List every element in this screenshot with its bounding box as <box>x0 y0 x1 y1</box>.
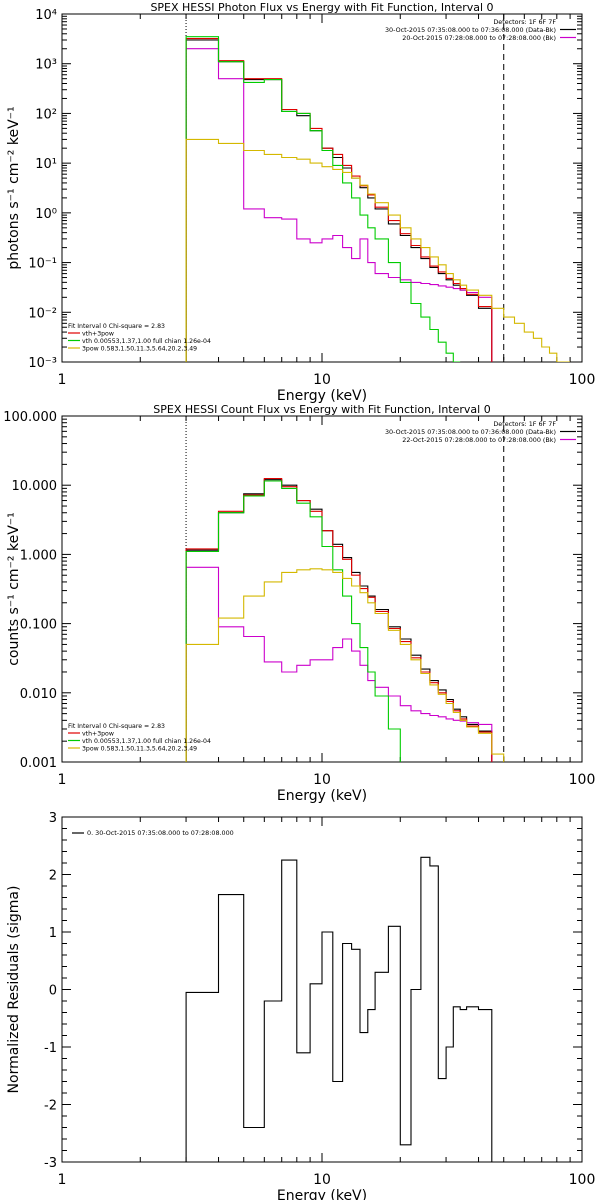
legend-top-entry: 30-Oct-2015 07:35:08.000 to 07:36:08.000… <box>385 428 556 436</box>
legend-bottom-entry: vth+3pow <box>82 731 114 738</box>
y-tick-label: 3 <box>49 811 57 826</box>
legend-bottom-entry: 3pow 0.583,1.50,11.3,5.64,20.2,3.49 <box>82 346 197 353</box>
y-axis-label: Normalized Residuals (sigma) <box>6 886 22 1094</box>
x-axis-label: Energy (keV) <box>277 1188 367 1200</box>
y-tick-label: 10² <box>35 107 57 122</box>
x-tick-label: 100 <box>569 772 596 788</box>
legend-top-entry: 0. 30-Oct-2015 07:35:08.000 to 07:28:08.… <box>87 829 234 837</box>
y-tick-label: 10⁻² <box>28 306 57 321</box>
y-tick-label: 10⁻¹ <box>28 257 57 272</box>
y-tick-label: 0 <box>49 984 57 999</box>
chart-title: SPEX HESSI Photon Flux vs Energy with Fi… <box>150 1 493 14</box>
x-tick-label: 10 <box>313 772 331 788</box>
y-axis-label: photons s⁻¹ cm⁻² keV⁻¹ <box>6 106 22 269</box>
y-tick-label: 10⁴ <box>35 8 57 23</box>
y-tick-label: 0.010 <box>20 687 57 702</box>
legend-top-entry: 30-Oct-2015 07:35:08.000 to 07:36:08.000… <box>385 26 556 34</box>
series-3pow <box>185 138 571 362</box>
legend-top-entry: 20-Oct-2015 07:28:08.000 to 07:28:08.000… <box>402 34 556 42</box>
legend-bottom-entry: vth+3pow <box>82 331 114 338</box>
legend-bottom-entry: Fit Interval 0 Chi-square = 2.83 <box>68 323 165 330</box>
y-tick-label: 10⁻³ <box>28 356 57 371</box>
legend-top-entry: Detectors: 1F 6F 7F <box>493 420 556 428</box>
series-vth <box>185 480 401 762</box>
x-tick-label: 100 <box>569 1172 596 1188</box>
chart-title: SPEX HESSI Count Flux vs Energy with Fit… <box>153 403 490 416</box>
y-tick-label: 1 <box>49 926 57 941</box>
x-tick-label: 10 <box>313 372 331 388</box>
series-bk <box>185 566 493 762</box>
x-tick-label: 100 <box>569 372 596 388</box>
series-data-bk <box>185 479 493 762</box>
y-tick-label: 0.001 <box>20 756 57 771</box>
y-tick-label: -2 <box>44 1099 57 1114</box>
x-axis-label: Energy (keV) <box>277 788 367 804</box>
y-tick-label: 10⁰ <box>35 207 57 222</box>
x-tick-label: 10 <box>313 1172 331 1188</box>
y-tick-label: 10.000 <box>12 479 58 494</box>
y-tick-label: 10³ <box>35 58 57 73</box>
y-axis-label: counts s⁻¹ cm⁻² keV⁻¹ <box>6 512 22 666</box>
legend-bottom-entry: 3pow 0.583,1.50,11.3,5.64,20.2,3.49 <box>82 746 197 753</box>
y-tick-label: 1.000 <box>20 548 57 563</box>
y-tick-label: 100.000 <box>3 410 57 425</box>
y-tick-label: 10¹ <box>35 157 57 172</box>
x-tick-label: 1 <box>58 372 67 388</box>
series-3pow <box>185 568 505 762</box>
legend-top-entry: Detectors: 1F 6F 7F <box>493 18 556 26</box>
legend-bottom-entry: Fit Interval 0 Chi-square = 2.83 <box>68 723 165 730</box>
y-tick-label: 2 <box>49 869 57 884</box>
x-tick-label: 1 <box>58 1172 67 1188</box>
x-axis-label: Energy (keV) <box>277 388 367 404</box>
x-tick-label: 1 <box>58 772 67 788</box>
legend-bottom-entry: vth 0.00553,1.37,1.00 full chian 1.26e-0… <box>82 338 211 345</box>
series-0-30-oct-2015-07-35-08-000-to-07-28-08-000 <box>185 856 493 1162</box>
y-tick-label: -3 <box>44 1156 57 1171</box>
series-vth-3pow <box>185 38 493 362</box>
y-tick-label: -1 <box>44 1041 57 1056</box>
y-tick-label: 0.100 <box>20 618 57 633</box>
series-data-bk <box>185 39 493 362</box>
legend-bottom-entry: vth 0.00553,1.37,1.00 full chian 1.26e-0… <box>82 738 211 745</box>
series-vth-3pow <box>185 477 493 762</box>
series-vth <box>185 36 461 362</box>
plot-frame <box>61 816 583 1163</box>
legend-top-entry: 22-Oct-2015 07:28:08.000 to 07:28:08.000… <box>402 436 556 444</box>
series-bk <box>185 48 493 362</box>
